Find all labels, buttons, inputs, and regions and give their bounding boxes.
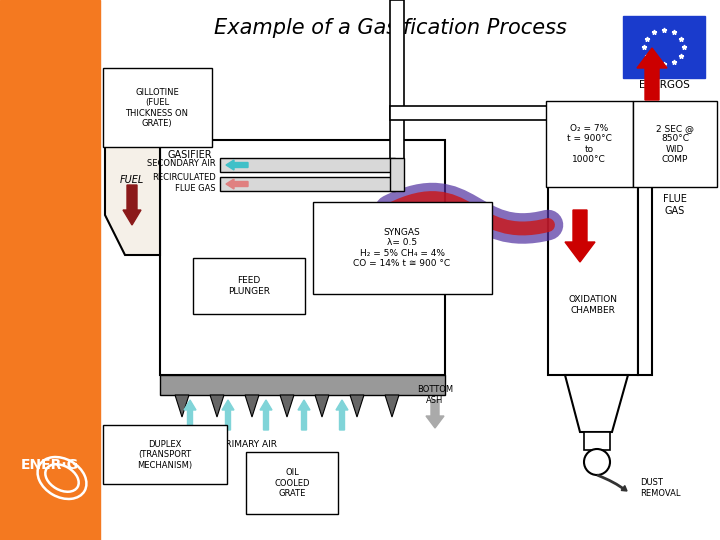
Bar [220,158,395,172]
Bar [0,0,100,540]
FancyArrow shape [184,400,196,430]
Text: DUPLEX
(TRANSPORT
MECHANISM): DUPLEX (TRANSPORT MECHANISM) [138,440,192,470]
Text: FEED
PLUNGER: FEED PLUNGER [228,276,270,296]
Text: BOTTOM
ASH: BOTTOM ASH [417,386,453,404]
Text: ENER·G: ENER·G [21,458,79,472]
FancyBboxPatch shape [246,452,338,514]
Text: GASIFIER: GASIFIER [168,150,212,160]
FancyArrow shape [637,48,667,100]
Text: SYNGAS
λ= 0.5
H₂ = 5% CH₄ = 4%
CO = 14% t ≅ 900 °C: SYNGAS λ= 0.5 H₂ = 5% CH₄ = 4% CO = 14% … [354,228,451,268]
FancyArrow shape [621,485,627,491]
Bar [160,375,445,395]
FancyArrow shape [298,400,310,430]
FancyArrow shape [226,179,248,189]
FancyBboxPatch shape [103,425,227,484]
FancyBboxPatch shape [103,68,212,147]
Text: ENERGOS: ENERGOS [639,80,690,90]
Polygon shape [385,395,399,417]
Bar [638,105,652,375]
Polygon shape [245,395,259,417]
Bar [623,16,705,78]
Text: FUEL: FUEL [120,175,144,185]
Polygon shape [105,140,160,255]
Circle shape [584,449,610,475]
Text: O₂ = 7%
t = 900°C
to
1000°C: O₂ = 7% t = 900°C to 1000°C [567,124,611,164]
FancyArrow shape [565,210,595,262]
Bar [220,177,395,191]
Bar [390,0,404,172]
Text: 2 SEC @
850°C
WID
COMP: 2 SEC @ 850°C WID COMP [656,124,694,164]
Polygon shape [565,375,628,432]
Bar [390,106,600,120]
Text: Example of a Gasification Process: Example of a Gasification Process [214,18,567,38]
Text: PRIMARY AIR: PRIMARY AIR [220,440,276,449]
FancyArrow shape [336,400,348,430]
FancyArrow shape [426,400,444,428]
Text: OIL
COOLED
GRATE: OIL COOLED GRATE [274,468,310,498]
Text: GILLOTINE
(FUEL
THICKNESS ON
GRATE): GILLOTINE (FUEL THICKNESS ON GRATE) [125,88,189,128]
Text: DUST
REMOVAL: DUST REMOVAL [640,478,680,498]
Bar [160,140,445,375]
Text: OXIDATION
CHAMBER: OXIDATION CHAMBER [569,295,618,315]
FancyBboxPatch shape [633,101,717,187]
Text: SECONDARY AIR: SECONDARY AIR [148,159,216,168]
FancyBboxPatch shape [193,258,305,314]
Polygon shape [175,395,189,417]
Text: RECIRCULATED
FLUE GAS: RECIRCULATED FLUE GAS [152,173,216,193]
FancyBboxPatch shape [546,101,633,187]
Bar [548,105,638,375]
FancyArrow shape [123,185,141,225]
Polygon shape [210,395,224,417]
Bar [390,158,404,191]
FancyArrow shape [260,400,272,430]
Polygon shape [315,395,329,417]
Bar [584,432,610,450]
Polygon shape [280,395,294,417]
Polygon shape [350,395,364,417]
FancyArrow shape [226,160,248,170]
FancyBboxPatch shape [313,202,492,294]
FancyArrow shape [222,400,234,430]
Text: FLUE
GAS: FLUE GAS [663,194,687,216]
